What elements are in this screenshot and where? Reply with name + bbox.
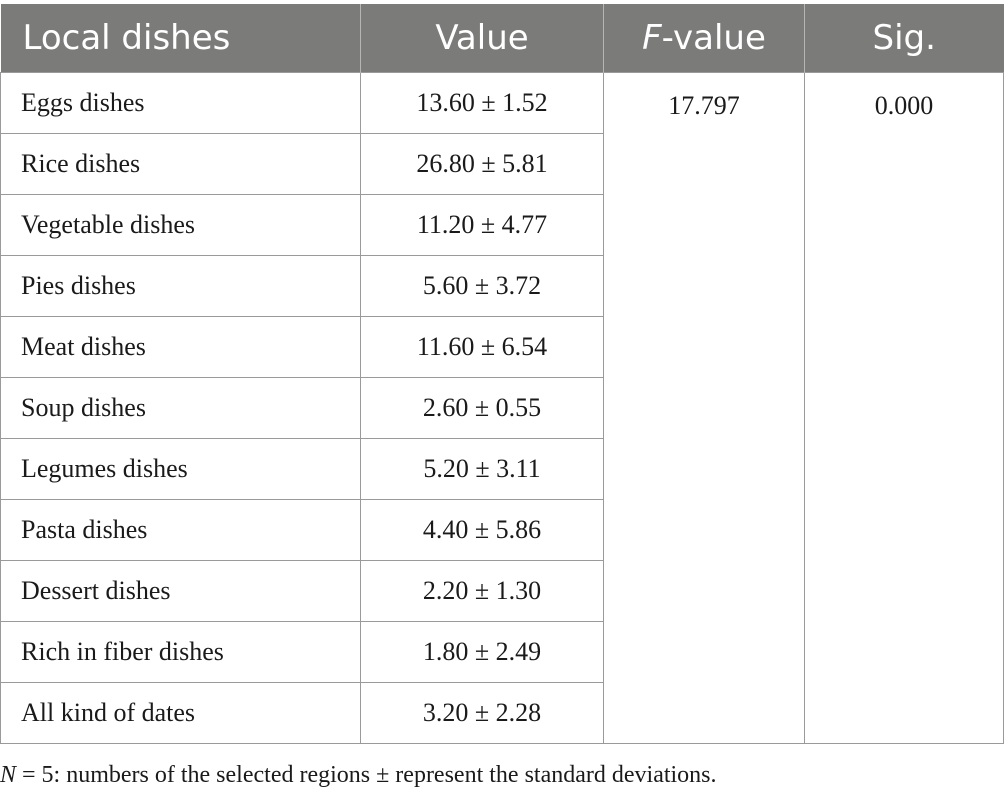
dish-name: Rice dishes <box>0 133 361 195</box>
header-f-value: F-value <box>603 4 805 73</box>
dish-name: Meat dishes <box>0 316 361 378</box>
dish-value: 11.20 ± 4.77 <box>360 194 604 256</box>
dish-value: 2.60 ± 0.55 <box>360 377 604 439</box>
dishes-table: Local dishes Value F-value Sig. Eggs dis… <box>0 4 1004 744</box>
dish-name: Pasta dishes <box>0 499 361 561</box>
dish-value: 4.40 ± 5.86 <box>360 499 604 561</box>
header-sig: Sig. <box>804 4 1004 73</box>
dish-value: 13.60 ± 1.52 <box>360 72 604 134</box>
header-f-italic: F <box>642 18 662 58</box>
dish-value: 2.20 ± 1.30 <box>360 560 604 622</box>
header-f-rest: -value <box>661 18 766 58</box>
table-header: Local dishes Value F-value Sig. <box>0 4 1004 73</box>
table-row: Legumes dishes 5.20 ± 3.11 <box>0 438 1004 500</box>
dish-name: Dessert dishes <box>0 560 361 622</box>
dish-name: Vegetable dishes <box>0 194 361 256</box>
footnote-text: = 5: numbers of the selected regions ± r… <box>16 762 717 788</box>
dish-value: 11.60 ± 6.54 <box>360 316 604 378</box>
sig-cell: 0.000 <box>804 72 1004 744</box>
dish-name: Soup dishes <box>0 377 361 439</box>
dish-name: All kind of dates <box>0 682 361 744</box>
table-body: Eggs dishes 13.60 ± 1.52 17.797 0.000 Ri… <box>0 72 1004 744</box>
footnote-n: N <box>0 762 17 788</box>
dish-name: Eggs dishes <box>0 72 361 134</box>
dish-name: Legumes dishes <box>0 438 361 500</box>
table-row: Rich in fiber dishes 1.80 ± 2.49 <box>0 621 1004 683</box>
header-local-dishes: Local dishes <box>0 4 361 73</box>
dish-value: 5.20 ± 3.11 <box>360 438 604 500</box>
table-row: Soup dishes 2.60 ± 0.55 <box>0 377 1004 439</box>
table-row: Eggs dishes 13.60 ± 1.52 17.797 0.000 <box>0 72 1004 744</box>
header-row: Local dishes Value F-value Sig. <box>0 4 1004 73</box>
dish-value: 3.20 ± 2.28 <box>360 682 604 744</box>
f-value-cell: 17.797 <box>603 72 805 744</box>
dish-value: 26.80 ± 5.81 <box>360 133 604 195</box>
table-row: Pasta dishes 4.40 ± 5.86 <box>0 499 1004 561</box>
table-footnote: N = 5: numbers of the selected regions ±… <box>0 762 717 789</box>
dish-name: Rich in fiber dishes <box>0 621 361 683</box>
header-value: Value <box>360 4 604 73</box>
dish-value: 5.60 ± 3.72 <box>360 255 604 317</box>
table-row: All kind of dates 3.20 ± 2.28 <box>0 682 1004 744</box>
table-row: Rice dishes 26.80 ± 5.81 <box>0 133 1004 195</box>
table-row: Dessert dishes 2.20 ± 1.30 <box>0 560 1004 622</box>
dish-name: Pies dishes <box>0 255 361 317</box>
dish-value: 1.80 ± 2.49 <box>360 621 604 683</box>
